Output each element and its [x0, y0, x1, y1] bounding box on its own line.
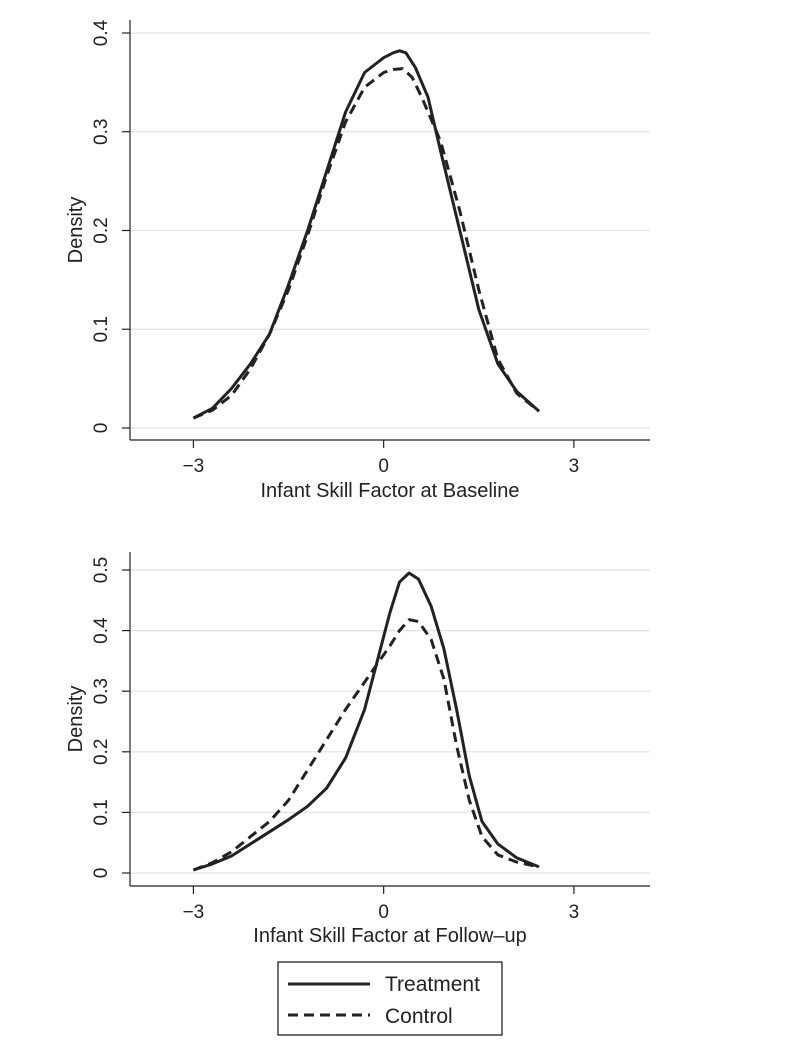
baseline-density-panel: 0 0.1 0.2 0.3 0.4 −3 0 3 Infant Skill Factor at… — [65, 19, 650, 502]
legend-treatment-label: Treatment — [385, 973, 480, 996]
baseline-gridlines — [130, 32, 650, 429]
followup-x-axis-label: Infant Skill Factor at Follow–up — [253, 925, 526, 947]
baseline-ticks: 0 0.1 0.2 0.3 0.4 −3 0 3 — [91, 19, 579, 477]
followup-x-tick-label: 3 — [569, 902, 580, 923]
baseline-series — [192, 49, 540, 420]
followup-series — [192, 571, 540, 872]
followup-y-tick-label: 0.1 — [91, 799, 112, 825]
followup-y-axis-label: Density — [65, 686, 87, 753]
followup-control-line — [192, 618, 540, 872]
followup-gridlines — [130, 569, 650, 874]
followup-y-tick-label: 0.3 — [91, 678, 112, 704]
baseline-y-tick-label: 0 — [91, 423, 112, 434]
baseline-y-tick-label: 0.1 — [91, 316, 112, 342]
baseline-control-line — [192, 67, 540, 420]
legend: Treatment Control — [277, 961, 503, 1036]
baseline-y-axis-label: Density — [65, 197, 87, 264]
baseline-y-tick-label: 0.3 — [91, 119, 112, 145]
legend-box — [277, 961, 503, 1036]
followup-density-panel: 0 0.1 0.2 0.3 0.4 0.5 −3 0 3 Infant Skill Factor… — [65, 552, 650, 947]
baseline-y-tick-label: 0.2 — [91, 217, 112, 243]
followup-treatment-line — [192, 571, 540, 872]
followup-y-tick-label: 0.4 — [91, 617, 112, 644]
baseline-x-tick-label: 3 — [569, 456, 580, 477]
followup-ticks: 0 0.1 0.2 0.3 0.4 0.5 −3 0 3 — [91, 557, 579, 923]
baseline-y-tick-label: 0.4 — [91, 19, 112, 46]
followup-axes — [129, 552, 650, 887]
followup-y-tick-label: 0.2 — [91, 739, 112, 765]
baseline-x-tick-label: −3 — [183, 456, 205, 477]
followup-x-tick-label: −3 — [183, 902, 205, 923]
legend-control-label: Control — [385, 1005, 453, 1028]
followup-y-tick-label: 0.5 — [91, 557, 112, 583]
baseline-treatment-line — [192, 49, 540, 420]
followup-y-tick-label: 0 — [91, 868, 112, 879]
baseline-x-axis-label: Infant Skill Factor at Baseline — [260, 480, 519, 502]
baseline-x-tick-label: 0 — [378, 456, 389, 477]
followup-x-tick-label: 0 — [378, 902, 389, 923]
